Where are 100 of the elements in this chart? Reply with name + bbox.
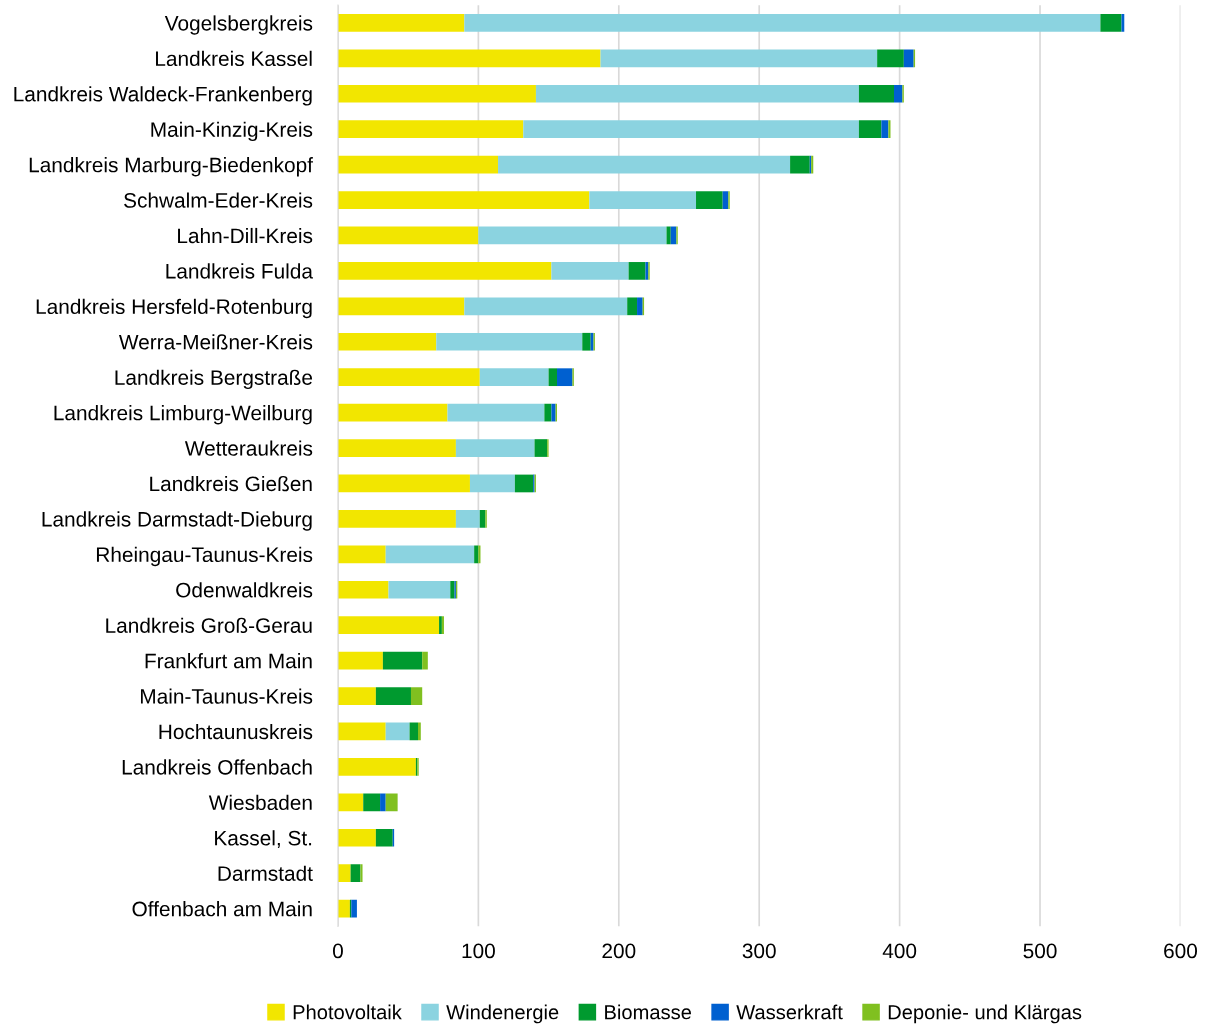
bar <box>337 155 499 174</box>
bar <box>337 616 440 635</box>
bar <box>337 439 456 457</box>
bar <box>1121 14 1125 32</box>
y-tick-label: Landkreis Marburg-Biedenkopf <box>29 157 314 177</box>
bar <box>903 49 914 68</box>
y-tick-label: Landkreis Offenbach <box>122 759 312 775</box>
bar <box>666 226 671 245</box>
bar <box>337 14 465 32</box>
bar <box>479 510 486 528</box>
bar <box>351 899 357 918</box>
bar <box>722 191 729 209</box>
bar <box>455 439 535 457</box>
y-tick-label: Landkreis Darmstadt-Dieburg <box>42 511 312 531</box>
x-tick-label: 500 <box>1023 943 1057 959</box>
bar <box>337 510 456 528</box>
bar <box>337 722 386 741</box>
y-tick-label: Landkreis Fulda <box>166 263 313 279</box>
bar <box>1100 14 1122 32</box>
bar <box>479 368 549 387</box>
y-tick-label: Schwalm-Eder-Kreis <box>124 192 313 208</box>
bar <box>894 84 903 103</box>
bar <box>337 793 364 812</box>
bar <box>337 332 437 351</box>
bar <box>337 651 383 670</box>
bar <box>385 793 398 812</box>
bar <box>436 332 583 351</box>
legend-label: Photovoltaik <box>293 1004 402 1020</box>
y-tick-label: Landkreis Bergstraße <box>115 369 313 390</box>
bar <box>551 403 556 422</box>
y-tick-label: Kassel, St. <box>215 830 312 848</box>
bar <box>469 474 515 493</box>
bar <box>380 793 386 812</box>
bar <box>478 226 667 245</box>
y-tick-label: Landkreis Hersfeld-Rotenburg <box>36 298 312 319</box>
bar <box>455 510 480 528</box>
bar <box>409 722 418 741</box>
y-tick-label: Landkreis Waldeck-Frankenberg <box>14 86 312 106</box>
bar <box>337 474 470 493</box>
bar <box>534 439 548 457</box>
bar <box>337 368 480 387</box>
bar <box>888 120 891 139</box>
y-tick-label: Main-Taunus-Kreis <box>141 688 313 704</box>
bar <box>375 828 393 847</box>
bar <box>337 545 386 564</box>
y-tick-label: Landkreis Limburg-Weilburg <box>54 405 312 425</box>
bar <box>551 262 629 280</box>
bar <box>447 403 545 422</box>
bar <box>337 687 376 705</box>
y-tick-label: Wiesbaden <box>208 794 312 811</box>
bar <box>858 120 882 139</box>
legend-label: Biomasse <box>605 1004 692 1020</box>
x-tick-label: 300 <box>742 943 776 959</box>
bar <box>337 758 416 776</box>
x-tick-label: 100 <box>462 943 495 959</box>
bar <box>382 651 423 670</box>
y-tick-label: Main-Kinzig-Kreis <box>151 121 313 142</box>
bar <box>535 84 859 103</box>
bar <box>337 49 601 68</box>
y-tick-label: Offenbach am Main <box>132 901 312 917</box>
bar <box>337 828 376 847</box>
x-tick-label: 600 <box>1164 943 1198 959</box>
y-tick-label: Rheingau-Taunus-Kreis <box>96 546 313 567</box>
bar <box>628 262 646 280</box>
bar <box>363 793 381 812</box>
bar <box>582 332 591 351</box>
y-tick-label: Odenwaldkreis <box>176 582 313 598</box>
bar <box>881 120 889 139</box>
y-tick-label: Landkreis Gießen <box>150 475 312 492</box>
bar <box>464 14 1101 32</box>
y-tick-label: Darmstadt <box>218 865 313 881</box>
y-tick-label: Lahn-Dill-Kreis <box>178 227 313 244</box>
bar <box>589 191 697 209</box>
bar <box>337 403 448 422</box>
bar <box>474 545 479 564</box>
y-tick-label: Hochtaunuskreis <box>159 723 313 740</box>
bar <box>523 120 859 139</box>
y-tick-label: Wetteraukreis <box>184 440 313 456</box>
bar <box>385 722 410 741</box>
bar <box>337 297 465 316</box>
bar <box>544 403 552 422</box>
x-tick-label: 0 <box>332 943 343 959</box>
bar <box>337 84 536 103</box>
legend-label: Deponie- und Klärgas <box>888 1004 1082 1024</box>
bar <box>637 297 643 316</box>
bar <box>627 297 638 316</box>
bar <box>858 84 894 103</box>
bar <box>388 580 451 599</box>
bar <box>337 120 524 139</box>
y-tick-label: Landkreis Kassel <box>156 50 312 67</box>
bar <box>696 191 723 209</box>
bar <box>548 368 558 387</box>
bar <box>410 687 423 705</box>
x-tick-label: 200 <box>602 943 636 959</box>
bar <box>514 474 534 493</box>
legend-label: Wasserkraft <box>736 1004 843 1020</box>
x-tick-label: 400 <box>882 943 917 959</box>
bar <box>337 580 389 599</box>
bar <box>478 545 481 564</box>
legend-label: Windenergie <box>446 1004 559 1024</box>
